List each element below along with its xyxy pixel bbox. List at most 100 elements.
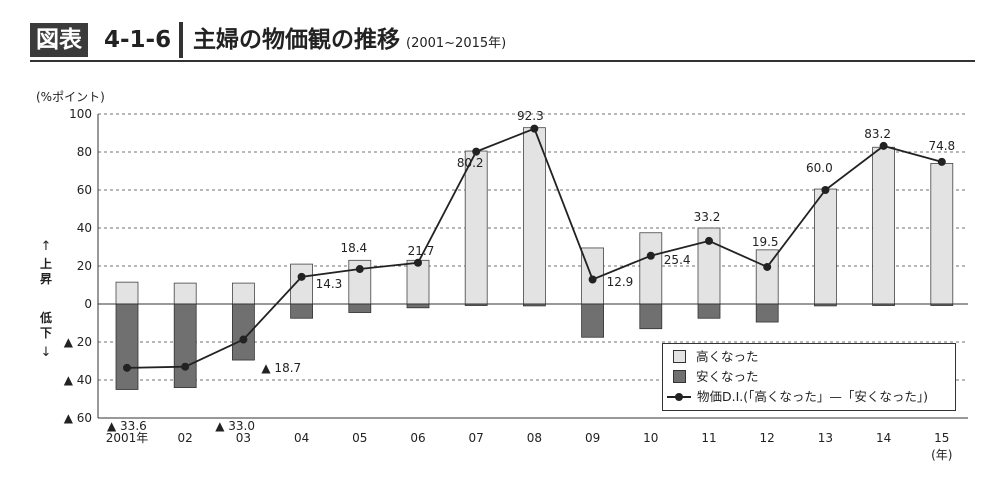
y-up-label-char: 上 <box>40 256 52 271</box>
legend-swatch-fall <box>673 370 686 383</box>
chart-title-text: 主婦の物価観の推移 <box>193 27 400 53</box>
bar-rise <box>814 188 837 305</box>
data-label: 14.3 <box>316 277 343 291</box>
y-tick-label: 60 <box>77 183 92 197</box>
di-point <box>937 157 946 166</box>
data-label: 19.5 <box>752 235 779 249</box>
legend-label-fall: 安くなった <box>696 369 759 384</box>
bar-rise <box>406 259 430 305</box>
x-tick-label: 03 <box>236 431 251 445</box>
x-tick-label: 10 <box>643 431 658 445</box>
x-tick-label: 2001年 <box>106 431 149 445</box>
legend-label-di: 物価D.I.(「高くなった」—「安くなった」) <box>697 389 929 404</box>
di-point <box>297 272 306 281</box>
data-label: 92.3 <box>517 109 544 123</box>
y-tick-label: 20 <box>77 259 92 273</box>
bar-fall <box>755 303 779 323</box>
data-label: 25.4 <box>664 253 691 267</box>
data-label: ▲ 18.7 <box>261 361 301 375</box>
di-point <box>763 262 772 271</box>
y-down-arrow: ↓ <box>41 345 52 360</box>
di-point <box>123 363 131 372</box>
y-axis-title: (%ポイント) <box>36 90 105 104</box>
x-tick-label: 12 <box>760 431 775 445</box>
x-tick-label: 05 <box>352 431 367 445</box>
legend: 高くなった 安くなった 物価D.I.(「高くなった」—「安くなった」) <box>662 343 956 411</box>
bar-fall <box>173 303 197 388</box>
title-divider <box>179 22 183 58</box>
data-label: 12.9 <box>607 275 634 289</box>
figure-number: 4-1-6 <box>104 27 172 53</box>
bar-rise <box>930 162 954 305</box>
di-point <box>355 265 364 274</box>
di-point <box>646 251 655 260</box>
y-down-label-char: 低 <box>39 310 52 325</box>
legend-swatch-di <box>667 391 691 403</box>
di-point <box>181 362 190 371</box>
y-up-label-char: 昇 <box>40 272 52 286</box>
bar-fall <box>697 303 721 319</box>
bar-rise <box>173 282 197 305</box>
legend-label-rise: 高くなった <box>696 349 759 364</box>
x-tick-label: 15 <box>934 431 949 445</box>
data-label: 21.7 <box>408 244 435 258</box>
bar-rise <box>523 127 546 305</box>
chart-period: (2001~2015年) <box>406 36 507 51</box>
data-label: 83.2 <box>864 127 891 141</box>
data-label: 33.2 <box>694 210 721 224</box>
data-label: 74.8 <box>928 139 955 153</box>
legend-item-rise: 高くなった <box>673 348 759 366</box>
y-tick-label: 40 <box>77 221 92 235</box>
x-tick-label: 08 <box>527 431 542 445</box>
di-point <box>472 147 481 156</box>
di-point <box>588 275 597 284</box>
data-label: 18.4 <box>340 241 367 255</box>
y-down-label-char: 下 <box>40 326 52 340</box>
y-tick-label: 80 <box>77 145 92 159</box>
legend-item-fall: 安くなった <box>673 368 759 386</box>
y-up-arrow: ↑ <box>41 239 52 254</box>
bar-fall <box>115 303 139 390</box>
di-point <box>239 335 248 344</box>
bar-rise <box>115 281 139 305</box>
legend-swatch-rise <box>673 350 686 363</box>
x-tick-label: 11 <box>701 431 716 445</box>
data-label: ▲ 33.6 <box>107 419 147 433</box>
figure-header: 図表 4-1-6 主婦の物価観の推移 (2001~2015年) <box>0 0 1000 64</box>
di-point <box>530 124 539 133</box>
data-label: 60.0 <box>806 161 833 175</box>
bar-fall <box>348 303 372 313</box>
x-axis-unit: (年) <box>931 448 952 462</box>
y-tick-label: ▲ 40 <box>64 373 92 387</box>
x-tick-label: 06 <box>410 431 425 445</box>
header-rule <box>30 60 975 62</box>
x-tick-label: 14 <box>876 431 891 445</box>
x-tick-label: 04 <box>294 431 309 445</box>
legend-item-di: 物価D.I.(「高くなった」—「安くなった」) <box>667 388 929 406</box>
data-label: 80.2 <box>457 156 484 170</box>
di-point <box>705 236 713 245</box>
x-tick-label: 02 <box>178 431 193 445</box>
bar-fall <box>581 303 604 338</box>
y-tick-label: 0 <box>84 297 92 311</box>
bar-rise <box>639 232 663 305</box>
di-point <box>414 258 422 267</box>
y-tick-label: ▲ 60 <box>64 411 92 425</box>
bar-fall <box>639 303 663 330</box>
bar-fall <box>406 303 430 309</box>
di-point <box>821 186 830 194</box>
y-tick-label: 100 <box>69 107 92 121</box>
bar-fall <box>290 303 314 319</box>
figure-badge: 図表 <box>30 23 88 57</box>
x-tick-label: 07 <box>469 431 484 445</box>
x-tick-label: 13 <box>818 431 833 445</box>
bar-rise <box>231 282 255 305</box>
x-tick-label: 09 <box>585 431 600 445</box>
di-point <box>879 141 888 150</box>
chart-title: 主婦の物価観の推移 (2001~2015年) <box>193 23 506 61</box>
bar-rise <box>872 146 895 305</box>
bar-rise <box>464 150 488 305</box>
data-label: ▲ 33.0 <box>215 419 255 433</box>
y-tick-label: ▲ 20 <box>64 335 92 349</box>
